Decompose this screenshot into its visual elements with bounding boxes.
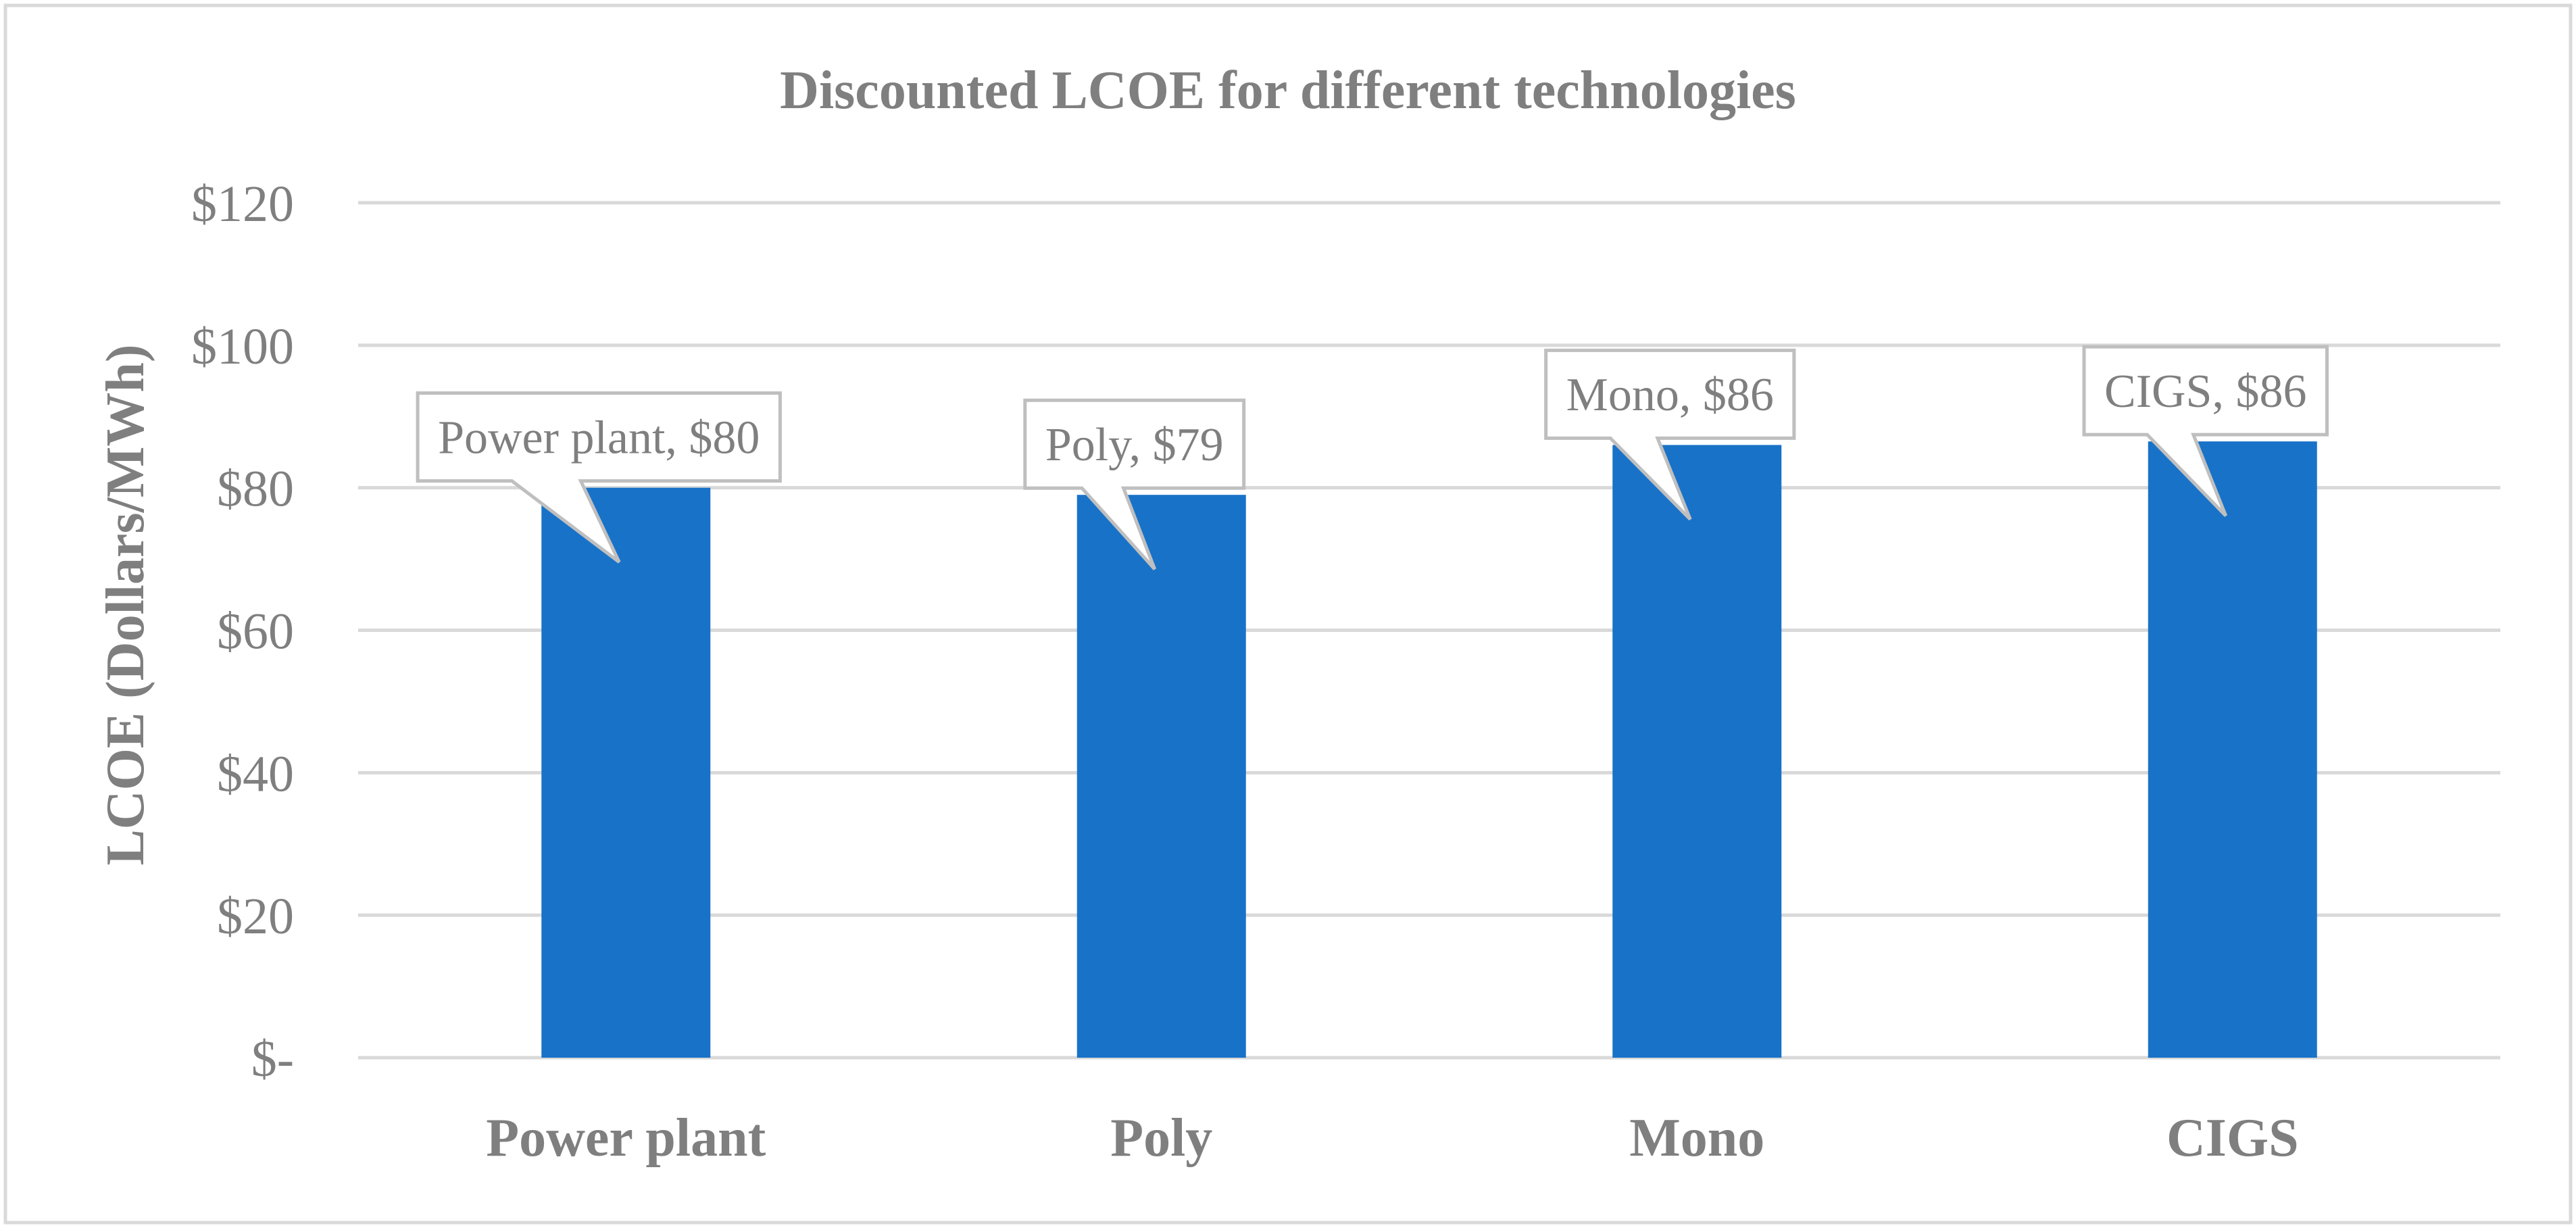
chart-frame	[3, 3, 2573, 1225]
data-labels: Power plant, $80 Poly, $79 Mono, $86 CIGS, …	[416, 345, 2329, 570]
data-label-callout: Poly, $79	[1023, 398, 1246, 570]
callout-shape	[416, 391, 782, 564]
y-axis-label: LCOE (Dollars/MWh)	[96, 344, 155, 865]
x-tick-label: Poly	[1110, 1108, 1212, 1168]
y-tick-labels: $- $20 $40 $60 $80 $100 $120	[191, 176, 294, 1087]
data-label: Mono, $86	[1566, 369, 1774, 421]
x-tick-label: Mono	[1629, 1108, 1764, 1168]
y-tick-label: $60	[217, 604, 294, 660]
x-tick-label: Power plant	[486, 1108, 766, 1168]
data-label: Power plant, $80	[438, 412, 760, 464]
callout-shape	[1544, 348, 1796, 521]
bar	[1612, 445, 1782, 1058]
bar	[1076, 495, 1246, 1058]
bars	[541, 441, 2317, 1058]
y-tick-label: $100	[191, 318, 294, 375]
data-label: Poly, $79	[1045, 419, 1224, 471]
x-tick-labels: Power plant Poly Mono CIGS	[486, 1108, 2298, 1168]
bar	[2148, 441, 2317, 1058]
data-label-callout: Power plant, $80	[416, 391, 782, 564]
data-label-callout: CIGS, $86	[2082, 345, 2329, 517]
callout-shape	[2082, 345, 2329, 517]
bar	[541, 487, 711, 1058]
y-tick-label: $80	[217, 461, 294, 518]
y-tick-label: $-	[251, 1031, 294, 1087]
callout-shape	[1023, 398, 1246, 570]
y-tick-label: $40	[217, 745, 294, 802]
data-label: CIGS, $86	[2104, 366, 2306, 418]
y-tick-label: $120	[191, 176, 294, 232]
x-tick-label: CIGS	[2166, 1108, 2299, 1168]
chart-title: Discounted LCOE for different technologi…	[780, 61, 1796, 120]
data-label-callout: Mono, $86	[1544, 348, 1796, 521]
y-tick-label: $20	[217, 888, 294, 945]
